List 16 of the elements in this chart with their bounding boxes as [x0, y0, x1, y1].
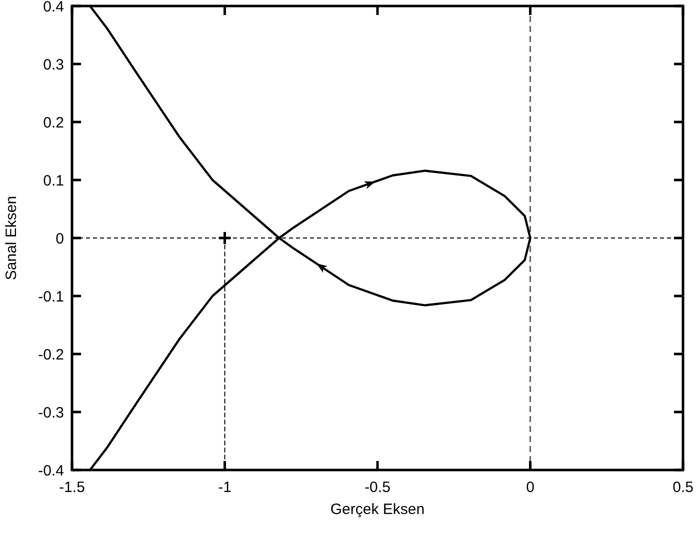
- x-tick-label: 0.5: [672, 479, 694, 496]
- y-tick-label: -0.2: [38, 346, 64, 364]
- y-tick-label: -0.1: [38, 288, 64, 306]
- x-tick-label: 0: [526, 479, 534, 496]
- y-tick-label: 0.1: [43, 172, 64, 190]
- y-axis-title: Sanal Eksen: [3, 196, 20, 280]
- y-tick-label: 0.4: [43, 0, 64, 16]
- x-tick-label: -1.5: [59, 479, 85, 496]
- y-tick-label: -0.3: [38, 404, 64, 422]
- y-tick-label: 0.2: [43, 114, 64, 132]
- x-tick-label: -0.5: [364, 479, 390, 496]
- y-tick-label: -0.4: [38, 462, 64, 480]
- x-tick-label: -1: [218, 479, 232, 496]
- y-tick-label: 0: [56, 230, 64, 248]
- x-axis-title: Gerçek Eksen: [330, 501, 425, 518]
- y-tick-label: 0.3: [43, 56, 64, 74]
